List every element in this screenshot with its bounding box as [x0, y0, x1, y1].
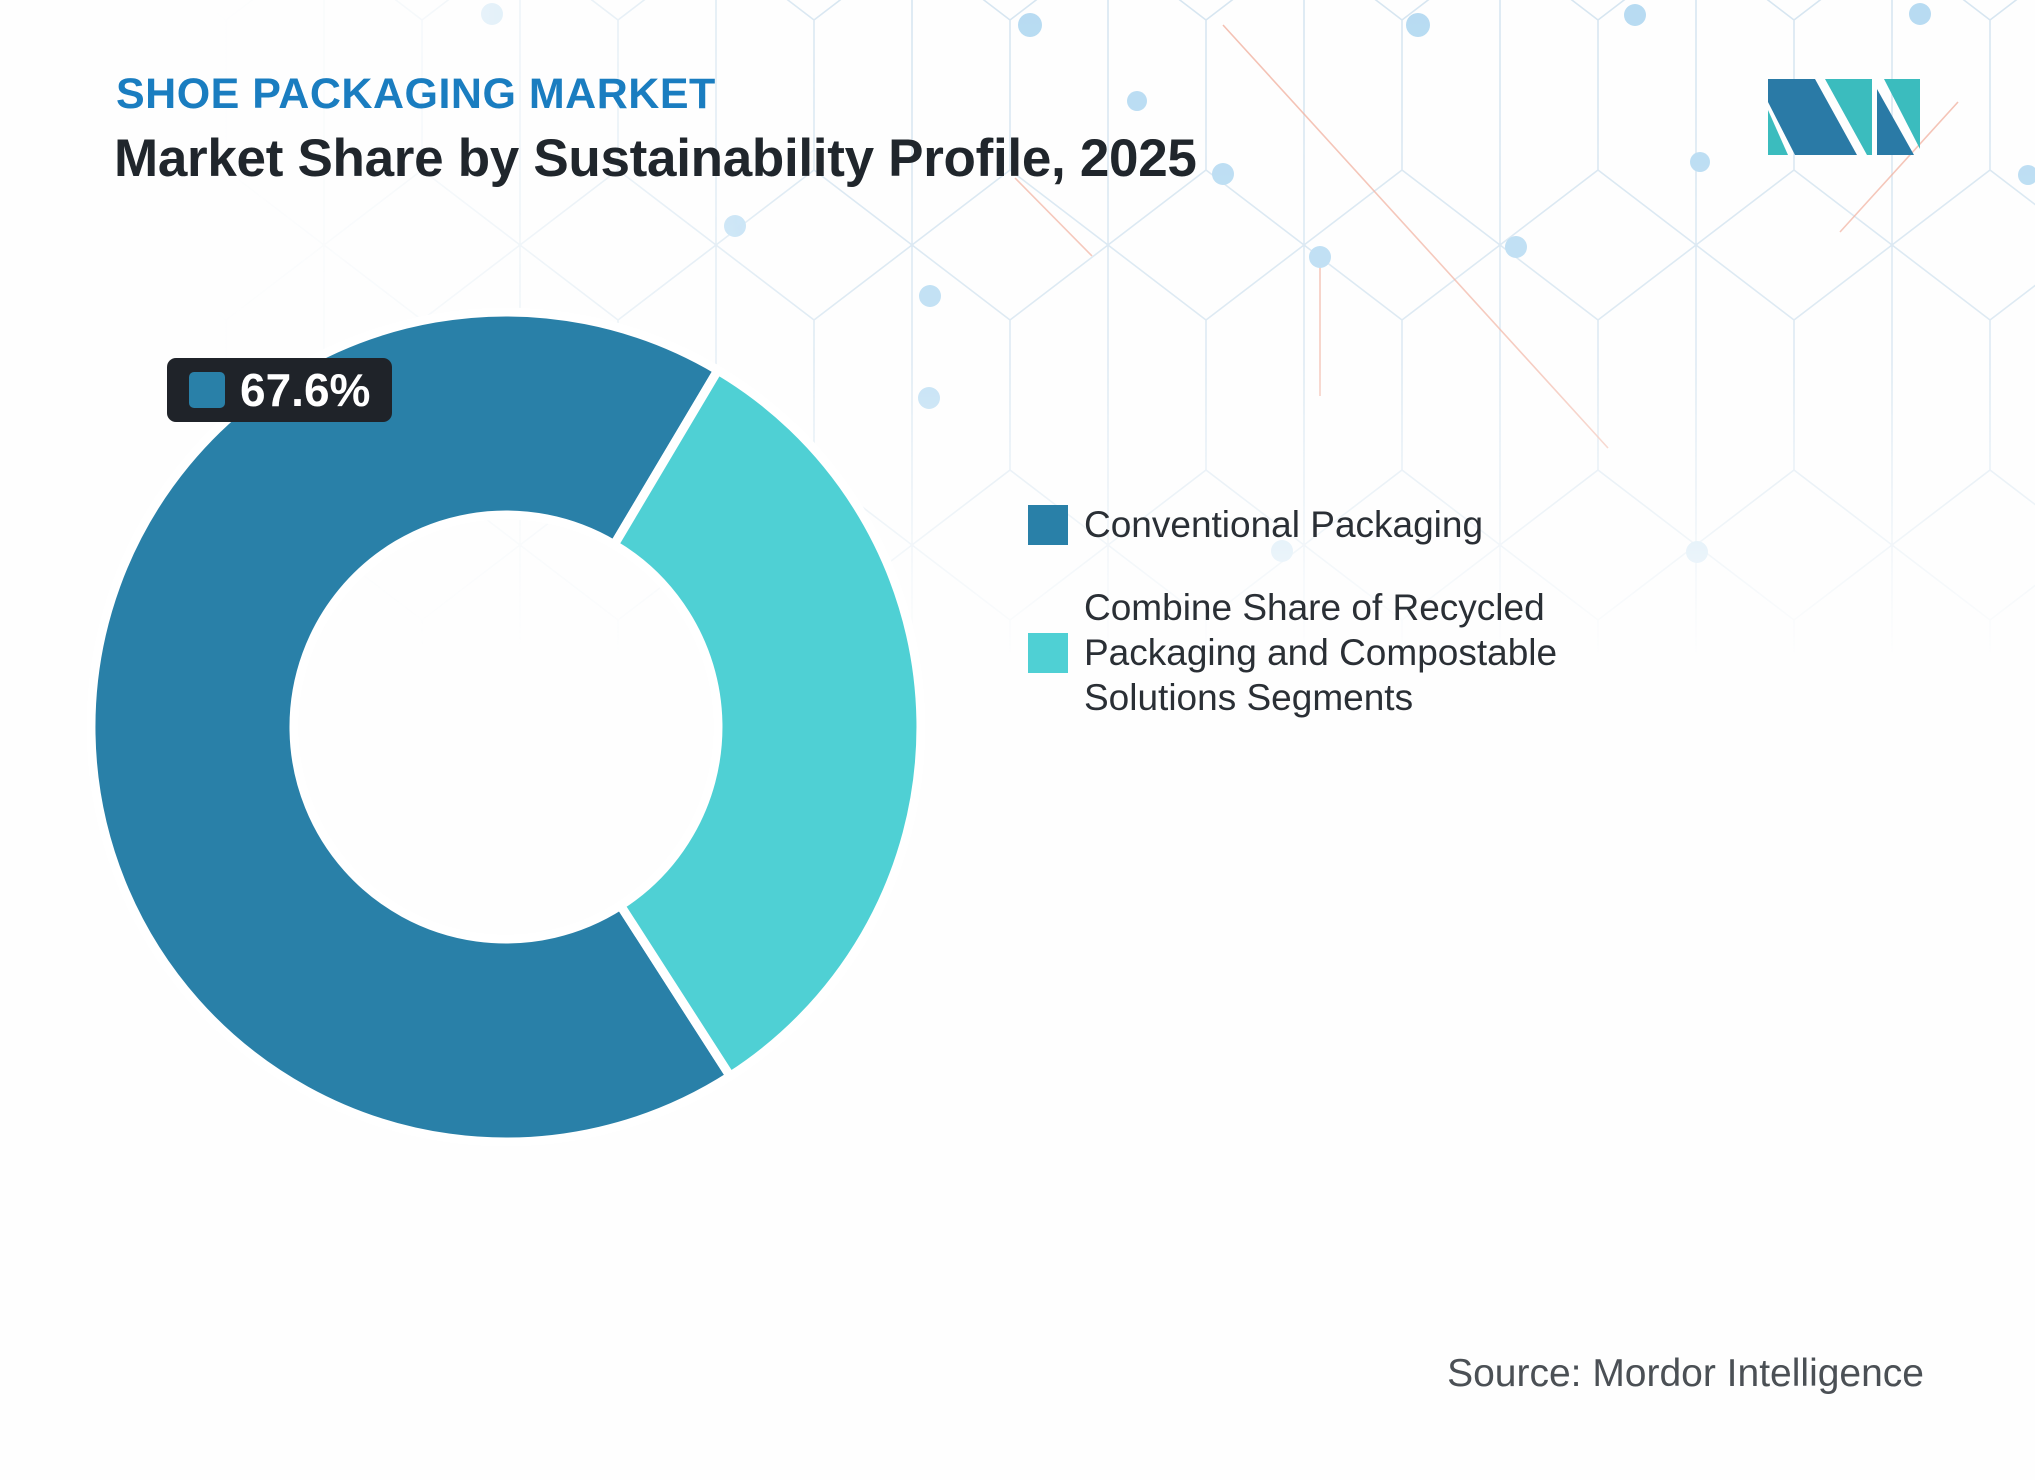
legend-label-recycled-compostable: Combine Share of Recycled Packaging and … [1084, 585, 1557, 720]
legend-item-recycled-compostable: Combine Share of Recycled Packaging and … [1028, 585, 1588, 720]
legend-label-line-2: Packaging and Compostable [1084, 632, 1558, 673]
donut-chart [86, 307, 926, 1147]
legend-label-line-1: Combine Share of Recycled [1084, 587, 1545, 628]
logo-left-teal-triangle [1768, 110, 1788, 155]
report-eyebrow: SHOE PACKAGING MARKET [116, 70, 716, 118]
slice-conventional-packaging [86, 307, 737, 1147]
data-label-callout: 67.6% [167, 358, 393, 422]
logo-right-blue-triangle [1877, 89, 1914, 155]
page-title: Market Share by Sustainability Profile, … [114, 129, 1197, 188]
mordor-intelligence-logo [1768, 79, 1920, 155]
logo-middle-teal-shape [1825, 79, 1872, 155]
pattern-dots [481, 3, 2035, 563]
chart-legend: Conventional Packaging Combine Share of … [1028, 505, 1588, 720]
slice-recycled-compostable [608, 364, 926, 1083]
logo-left-blue-shape [1768, 79, 1857, 155]
legend-swatch-conventional [1028, 505, 1068, 545]
legend-item-conventional: Conventional Packaging [1028, 505, 1588, 545]
callout-swatch [189, 372, 225, 408]
accent-lines [1014, 24, 1959, 449]
legend-label-conventional: Conventional Packaging [1084, 504, 1484, 545]
logo-right-teal-triangle [1884, 79, 1920, 149]
source-text: Source: Mordor Intelligence [1447, 1352, 1924, 1395]
legend-label-line-3: Solutions Segments [1084, 677, 1414, 718]
legend-swatch-recycled-compostable [1028, 632, 1068, 673]
callout-value: 67.6% [240, 364, 371, 416]
